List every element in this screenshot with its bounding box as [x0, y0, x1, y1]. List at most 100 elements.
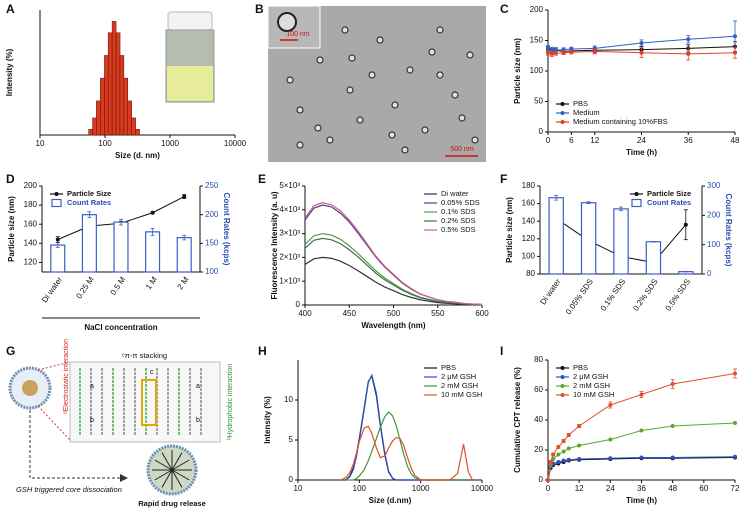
x-tick-label: 10000 [471, 484, 494, 493]
legend-marker [634, 192, 639, 196]
legend-label: 10 mM GSH [573, 390, 614, 399]
marker [55, 237, 60, 242]
marker [556, 452, 561, 457]
particle [314, 124, 322, 132]
x-tick-label: 6 [569, 136, 574, 145]
bar [50, 244, 66, 273]
marker [546, 50, 550, 55]
particle [348, 54, 356, 62]
y-axis-label: Intensity (%) [263, 396, 272, 444]
legend-label: 2 μM GSH [573, 372, 608, 381]
legend-label: 0.1% SDS [441, 207, 476, 216]
particle [421, 126, 429, 134]
legend-label: Particle Size [67, 189, 111, 198]
y-tick-label: 120 [24, 258, 38, 267]
panel-label: C [500, 2, 509, 16]
legend-label: 2 mM GSH [441, 381, 478, 390]
line [340, 411, 473, 481]
bar [548, 197, 564, 275]
bar [111, 21, 117, 136]
y-tick-label: 10 [284, 395, 293, 404]
particle [466, 51, 474, 59]
marker [561, 439, 566, 443]
scheme-letter: b [196, 417, 200, 424]
marker [608, 403, 613, 407]
bar [113, 221, 129, 273]
y-tick-label: 50 [534, 97, 543, 106]
x-tick-label: 0.5% SDS [664, 277, 693, 312]
x-tick-label: 10 [36, 139, 45, 148]
vial-liquid [167, 66, 213, 101]
x-tick-label: 24 [637, 136, 646, 145]
legend-marker [560, 102, 565, 106]
x-tick-label: 12 [575, 484, 584, 493]
y-tick-label: 5×10³ [279, 181, 300, 190]
marker [733, 34, 737, 39]
y-tick-label: 0 [296, 300, 301, 309]
y2-tick-label: 250 [205, 181, 219, 190]
scheme-letter: a [90, 383, 94, 390]
x-tick-label: 0 [546, 484, 551, 493]
particle [436, 26, 444, 34]
particle [368, 71, 376, 79]
x-tick-label: 1000 [161, 139, 179, 148]
panel-label: B [255, 2, 264, 16]
bar [107, 32, 113, 136]
micelle-core [22, 380, 38, 396]
legend-label: 10 mM GSH [441, 390, 482, 399]
particle [341, 26, 349, 34]
bar [127, 100, 132, 136]
marker [683, 222, 688, 227]
line [304, 232, 483, 306]
panel-label: I [500, 344, 503, 358]
legend-marker [560, 120, 565, 124]
y-axis-label: Particle size (nm) [7, 196, 16, 262]
line [340, 425, 474, 481]
panel-label: H [258, 344, 267, 358]
x-tick-label: 12 [590, 136, 599, 145]
x-axis-label: Time (h) [626, 148, 657, 157]
y-tick-label: 200 [530, 5, 544, 14]
particle [391, 101, 399, 109]
marker [670, 382, 675, 386]
marker [561, 50, 566, 55]
marker [670, 424, 675, 428]
panel-label: D [6, 172, 15, 186]
release-ray [171, 452, 183, 471]
bar [88, 129, 93, 136]
particle [451, 91, 459, 99]
x-tick-label: 10 [294, 484, 303, 493]
bar [613, 208, 629, 275]
legend-label: 2 mM GSH [573, 381, 610, 390]
particle [296, 106, 304, 114]
bar [131, 117, 136, 136]
marker [639, 428, 644, 433]
release-ray [154, 459, 173, 471]
marker [686, 37, 691, 42]
y-axis-label: Particle size (nm) [513, 38, 522, 104]
inset-particle [277, 12, 297, 32]
line [547, 457, 736, 481]
particle [458, 114, 466, 122]
panel-label: F [500, 172, 507, 186]
marker [556, 445, 561, 449]
x-tick-label: 0 [546, 136, 551, 145]
x-axis-label: Time (h) [626, 496, 657, 505]
bar [580, 202, 597, 275]
marker [546, 45, 550, 50]
bar [81, 214, 97, 273]
y2-axis-label: Count Rates (kcps) [222, 193, 231, 266]
legend-label: PBS [573, 363, 588, 372]
x-tick-label: 100 [353, 484, 367, 493]
line [304, 202, 483, 306]
line [304, 256, 483, 306]
marker [639, 455, 644, 460]
marker [639, 392, 644, 397]
y2-tick-label: 100 [205, 267, 219, 276]
marker [733, 50, 737, 55]
bar [123, 77, 129, 136]
y-axis-label: Particle size (nm) [505, 197, 514, 263]
x-tick-label: 0.1% SDS [599, 277, 628, 312]
marker [546, 478, 550, 482]
x-tick-label: 0.05% SDS [564, 277, 595, 316]
